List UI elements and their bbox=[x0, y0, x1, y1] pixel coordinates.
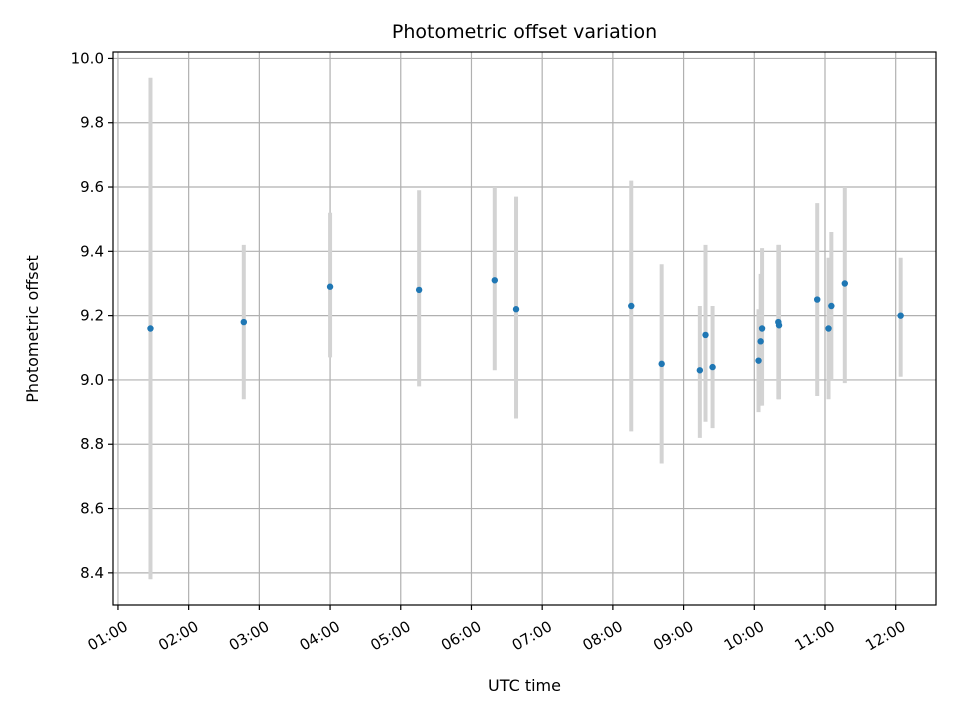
data-point bbox=[702, 331, 709, 339]
chart-title: Photometric offset variation bbox=[392, 21, 657, 43]
data-point bbox=[658, 360, 665, 368]
y-tick-label: 8.4 bbox=[80, 564, 104, 582]
x-axis-title: UTC time bbox=[488, 676, 561, 695]
y-tick-label: 9.4 bbox=[80, 242, 104, 260]
data-point bbox=[512, 306, 520, 313]
data-point bbox=[757, 338, 764, 345]
data-point bbox=[240, 318, 248, 326]
data-point bbox=[828, 302, 835, 310]
data-points bbox=[147, 277, 904, 374]
y-tick-label: 10.0 bbox=[71, 49, 104, 67]
y-tick-label: 9.0 bbox=[80, 371, 104, 389]
data-point bbox=[897, 312, 904, 319]
data-point bbox=[825, 325, 832, 332]
data-point bbox=[326, 283, 334, 290]
y-tick-label: 9.8 bbox=[80, 114, 104, 132]
data-point bbox=[814, 296, 821, 303]
data-point bbox=[415, 286, 423, 294]
y-tick-label: 9.6 bbox=[80, 178, 104, 196]
y-axis-title: Photometric offset bbox=[23, 255, 42, 403]
data-point bbox=[775, 322, 783, 329]
data-point bbox=[696, 367, 704, 374]
y-tick-label: 8.8 bbox=[80, 435, 104, 453]
data-point bbox=[755, 357, 762, 364]
grid bbox=[113, 52, 936, 605]
y-tick-label: 8.6 bbox=[80, 500, 104, 518]
y-axis-ticks: 8.4 8.6 8.8 9.0 9.2 9.4 9.6 9.8 10.0 bbox=[71, 49, 113, 582]
data-point bbox=[628, 302, 635, 310]
data-point bbox=[147, 325, 154, 332]
y-tick-label: 9.2 bbox=[80, 307, 104, 325]
data-point bbox=[758, 325, 766, 332]
data-point bbox=[491, 277, 499, 284]
data-point bbox=[709, 363, 716, 371]
data-point bbox=[841, 280, 848, 287]
plot-frame bbox=[112, 51, 937, 606]
